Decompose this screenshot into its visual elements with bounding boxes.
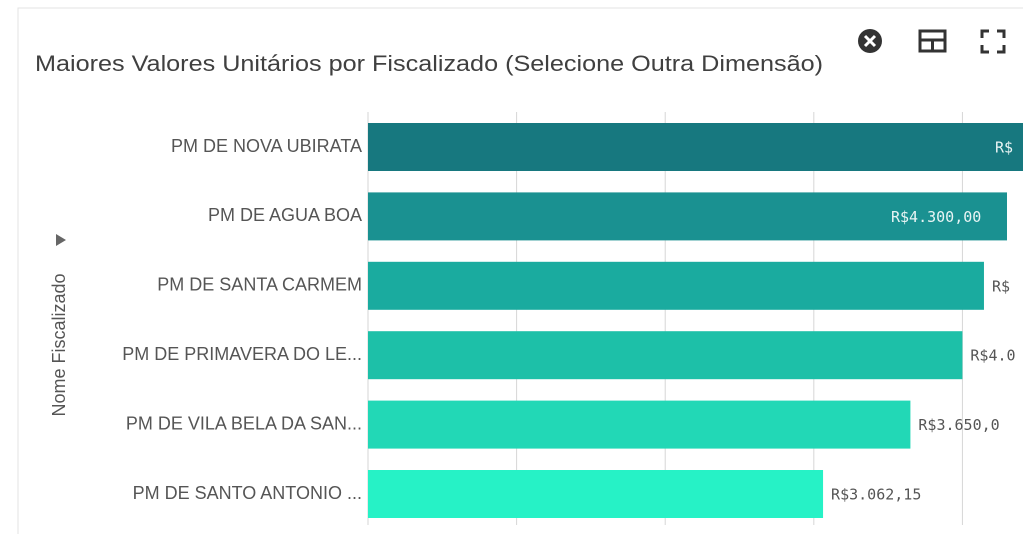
y-axis-title: Nome Fiscalizado <box>49 273 69 416</box>
bar <box>368 192 1007 241</box>
value-label: R$4.300,00 <box>891 208 981 226</box>
value-label: R$ <box>992 277 1010 295</box>
bar <box>368 123 1023 171</box>
axis-toggle[interactable] <box>56 234 66 246</box>
category-label: PM DE VILA BELA DA SAN... <box>126 413 362 433</box>
fullscreen-icon[interactable] <box>980 29 1006 54</box>
bar <box>368 400 911 449</box>
bar <box>368 261 984 310</box>
chart-title: Maiores Valores Unitários por Fiscalizad… <box>35 51 823 76</box>
bar <box>368 470 824 518</box>
value-label: R$4.0 <box>970 347 1015 365</box>
category-label: PM DE NOVA UBIRATA <box>171 136 362 156</box>
close-icon[interactable] <box>858 29 882 53</box>
table-icon[interactable] <box>918 29 947 53</box>
value-label: R$ <box>995 139 1013 157</box>
value-label: R$3.062,15 <box>831 486 921 504</box>
category-label: PM DE SANTA CARMEM <box>157 275 362 295</box>
bar <box>368 331 963 380</box>
category-label: PM DE AGUA BOA <box>208 205 362 225</box>
category-label: PM DE PRIMAVERA DO LE... <box>122 344 362 364</box>
value-label: R$3.650,0 <box>918 416 999 434</box>
category-label: PM DE SANTO ANTONIO ... <box>133 483 362 503</box>
